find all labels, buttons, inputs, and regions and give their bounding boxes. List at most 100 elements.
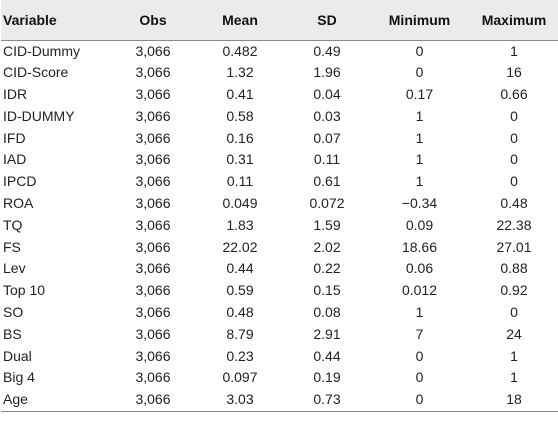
cell-mean: 0.44 xyxy=(226,260,254,277)
cell-mean: 1.32 xyxy=(226,64,254,81)
header-sd: SD xyxy=(284,0,370,41)
cell-mean: 1.83 xyxy=(226,216,254,233)
table-row: IDR 3,066 0.41 0.04 0.17 0.66 xyxy=(1,84,558,106)
cell-mean: 0.11 xyxy=(226,173,254,190)
header-obs: Obs xyxy=(110,0,196,41)
cell-variable: FS xyxy=(3,238,21,255)
table-row: Lev 3,066 0.44 0.22 0.06 0.88 xyxy=(1,258,558,280)
cell-obs: 3,066 xyxy=(135,42,171,59)
cell-mean: 0.48 xyxy=(226,304,254,321)
table-row: FS 3,066 22.02 2.02 18.66 27.01 xyxy=(1,237,558,259)
table-row: ID-DUMMY 3,066 0.58 0.03 1 0 xyxy=(1,106,558,128)
cell-variable: IDR xyxy=(3,86,28,103)
cell-sd: 0.08 xyxy=(313,304,341,321)
cell-sd: 2.91 xyxy=(313,325,341,342)
table-row: IPCD 3,066 0.11 0.61 1 0 xyxy=(1,171,558,193)
table-row: Age 3,066 3.03 0.73 0 18 xyxy=(1,389,558,413)
table-row: BS 3,066 8.79 2.91 7 24 xyxy=(1,324,558,346)
cell-minimum: 0 xyxy=(415,369,424,386)
cell-obs: 3,066 xyxy=(135,129,171,146)
table-row: CID-Score 3,066 1.32 1.96 0 16 xyxy=(1,62,558,84)
table-header: Variable Obs Mean SD Minimum Maximum xyxy=(1,0,558,41)
cell-obs: 3,066 xyxy=(135,195,171,212)
cell-sd: 0.07 xyxy=(313,129,341,146)
cell-minimum: 0 xyxy=(415,42,424,59)
cell-maximum: 22.38 xyxy=(496,216,532,233)
cell-obs: 3,066 xyxy=(135,86,171,103)
cell-variable: BS xyxy=(3,325,22,342)
cell-mean: 0.31 xyxy=(226,151,254,168)
cell-minimum: 7 xyxy=(415,325,424,342)
cell-sd: 0.04 xyxy=(313,86,341,103)
table-row: Top 10 3,066 0.59 0.15 0.012 0.92 xyxy=(1,280,558,302)
cell-variable: Big 4 xyxy=(3,369,35,386)
cell-variable: Age xyxy=(1,389,110,413)
cell-variable: SO xyxy=(3,304,24,321)
cell-mean: 3.03 xyxy=(196,389,284,413)
cell-sd: 0.22 xyxy=(313,260,341,277)
cell-obs: 3,066 xyxy=(135,151,171,168)
cell-maximum: 0.66 xyxy=(500,86,528,103)
cell-variable: Dual xyxy=(3,347,32,364)
cell-mean: 0.16 xyxy=(226,129,254,146)
cell-sd: 2.02 xyxy=(313,238,341,255)
cell-minimum: 0 xyxy=(370,389,469,413)
cell-mean: 8.79 xyxy=(226,325,254,342)
cell-minimum: 1 xyxy=(415,304,424,321)
cell-obs: 3,066 xyxy=(135,216,171,233)
cell-variable: IAD xyxy=(3,151,27,168)
cell-variable: ROA xyxy=(3,195,34,212)
cell-maximum: 0 xyxy=(510,304,518,321)
header-mean: Mean xyxy=(196,0,284,41)
cell-mean: 0.482 xyxy=(222,42,258,59)
table-row: Big 4 3,066 0.097 0.19 0 1 xyxy=(1,367,558,389)
cell-maximum: 24 xyxy=(506,325,522,342)
cell-mean: 0.049 xyxy=(222,195,258,212)
cell-maximum: 27.01 xyxy=(496,238,532,255)
cell-obs: 3,066 xyxy=(135,304,171,321)
cell-maximum: 0.48 xyxy=(500,195,528,212)
table-row: CID-Dummy 3,066 0.482 0.49 0 1 xyxy=(1,40,558,62)
header-variable: Variable xyxy=(1,0,110,41)
cell-sd: 0.49 xyxy=(313,42,341,59)
cell-obs: 3,066 xyxy=(135,347,171,364)
cell-minimum: 0.012 xyxy=(401,282,438,299)
cell-variable: ID-DUMMY xyxy=(3,107,75,124)
table-row: IFD 3,066 0.16 0.07 1 0 xyxy=(1,128,558,150)
cell-maximum: 1 xyxy=(510,347,518,364)
cell-variable: CID-Dummy xyxy=(3,42,80,59)
cell-sd: 0.44 xyxy=(313,347,341,364)
cell-maximum: 18 xyxy=(469,389,558,413)
cell-sd: 0.19 xyxy=(313,369,341,386)
cell-variable: IPCD xyxy=(3,173,37,190)
cell-sd: 0.03 xyxy=(313,107,341,124)
cell-maximum: 0 xyxy=(510,107,518,124)
cell-mean: 0.59 xyxy=(226,282,254,299)
cell-sd: 0.73 xyxy=(284,389,370,413)
cell-minimum: 0 xyxy=(415,347,424,364)
header-row: Variable Obs Mean SD Minimum Maximum xyxy=(1,0,558,41)
cell-maximum: 0.88 xyxy=(500,260,528,277)
cell-variable: CID-Score xyxy=(3,64,69,81)
table-row: Dual 3,066 0.23 0.44 0 1 xyxy=(1,346,558,368)
cell-maximum: 16 xyxy=(506,64,522,81)
cell-minimum: 1 xyxy=(415,107,424,124)
cell-mean: 0.41 xyxy=(226,86,254,103)
cell-maximum: 1 xyxy=(510,369,518,386)
table-row: TQ 3,066 1.83 1.59 0.09 22.38 xyxy=(1,215,558,237)
cell-variable: Top 10 xyxy=(3,282,46,299)
cell-mean: 0.23 xyxy=(226,347,254,364)
cell-maximum: 0 xyxy=(510,129,518,146)
header-minimum: Minimum xyxy=(370,0,469,41)
cell-obs: 3,066 xyxy=(135,238,171,255)
cell-variable: Lev xyxy=(3,260,26,277)
cell-variable: TQ xyxy=(3,216,23,233)
cell-obs: 3,066 xyxy=(135,282,171,299)
cell-maximum: 0 xyxy=(510,151,518,168)
cell-minimum: 1 xyxy=(415,151,424,168)
cell-maximum: 0.92 xyxy=(500,282,528,299)
cell-minimum: 1 xyxy=(415,129,424,146)
cell-maximum: 1 xyxy=(510,42,518,59)
cell-obs: 3,066 xyxy=(135,173,171,190)
